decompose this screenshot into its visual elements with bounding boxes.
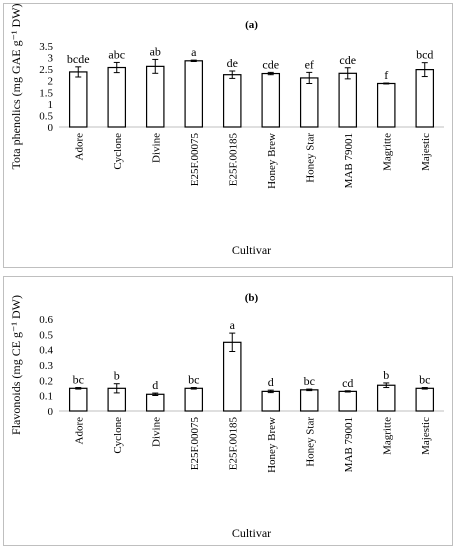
x-axis-title: Cultivar xyxy=(232,526,271,540)
significance-label: b xyxy=(383,368,389,382)
bar xyxy=(338,72,358,128)
bar xyxy=(68,387,88,412)
x-tick-label: E25F.00185 xyxy=(227,133,239,187)
x-tick-label: Divine xyxy=(150,417,162,447)
flavonoids-chart: (b) 0 0.1 0.2 0.3 0.4 0.5 0.6 bc Adore b Cyclone d Di… xyxy=(9,292,444,540)
significance-label: b xyxy=(114,369,120,383)
x-tick-label: Honey Brew xyxy=(266,417,278,473)
x-tick-label: Adore xyxy=(73,133,85,161)
y-axis-title: Flavonoids (mg CE g⁻¹ DW) xyxy=(9,295,23,435)
y-tick-label: 0.3 xyxy=(39,360,53,372)
x-tick-label: Magritte xyxy=(381,133,393,171)
significance-label: a xyxy=(191,45,197,59)
bar xyxy=(261,390,281,412)
significance-label: cd xyxy=(342,376,353,390)
x-tick-label: Cyclone xyxy=(112,133,124,170)
significance-label: cde xyxy=(339,53,356,67)
significance-label: bc xyxy=(188,373,199,387)
x-tick-label: Honey Star xyxy=(304,133,316,183)
phenolics-chart: (a)00.511.522.533.5bcdeAdoreabcCycloneab… xyxy=(9,3,444,257)
significance-label: a xyxy=(230,318,236,332)
bar xyxy=(299,77,319,128)
significance-label: bc xyxy=(73,373,84,387)
y-tick-label: 0.4 xyxy=(39,345,53,357)
significance-label: abc xyxy=(108,47,125,61)
y-tick-label: 1 xyxy=(48,99,54,111)
x-tick-label: Honey Brew xyxy=(266,133,278,189)
bar xyxy=(222,341,242,412)
y-axis-title: Tota phenolics (mg GAE g⁻¹ DW) xyxy=(9,3,23,169)
bar xyxy=(107,66,127,128)
bar xyxy=(145,65,165,128)
significance-label: cde xyxy=(262,57,279,71)
bar xyxy=(222,74,242,128)
x-tick-label: Adore xyxy=(73,417,85,445)
chart-panel-b: (b) 0 0.1 0.2 0.3 0.4 0.5 0.6 bc Adore b Cyclone d Di… xyxy=(3,276,453,546)
bar xyxy=(184,387,204,412)
y-tick-label: 0.1 xyxy=(39,391,53,403)
significance-label: bc xyxy=(419,373,430,387)
y-tick-label: 0.2 xyxy=(39,375,53,387)
panel-label: (b) xyxy=(245,292,259,304)
y-tick-label: 1.5 xyxy=(39,87,53,99)
bar xyxy=(376,82,396,128)
x-tick-label: E25F.00185 xyxy=(227,417,239,471)
bar xyxy=(415,387,435,412)
bar xyxy=(68,71,88,128)
chart-panel-a: (a) 0 0.5 1 1.5 2 2.5 3 3.5 bcde Adore abc Cyclone ab… xyxy=(3,3,453,268)
x-tick-label: Divine xyxy=(150,133,162,163)
y-tick-label: 0.5 xyxy=(39,110,53,122)
bar xyxy=(184,60,204,128)
panel-label: (a) xyxy=(245,19,258,31)
y-tick-label: 0.5 xyxy=(39,329,53,341)
bar xyxy=(299,389,319,412)
x-tick-label: Magritte xyxy=(381,417,393,455)
significance-label: bcd xyxy=(416,48,433,62)
significance-label: de xyxy=(227,56,238,70)
bar xyxy=(261,72,281,128)
x-tick-label: Honey Star xyxy=(304,417,316,467)
y-tick-label: 2.5 xyxy=(39,64,53,76)
significance-label: f xyxy=(384,68,388,82)
y-tick-label: 0.6 xyxy=(39,314,53,326)
significance-label: ab xyxy=(150,44,161,58)
bar xyxy=(145,393,165,412)
significance-label: bcde xyxy=(67,52,90,66)
y-tick-label: 3 xyxy=(48,53,54,65)
y-tick-label: 0 xyxy=(48,406,54,418)
x-tick-label: MAB 79001 xyxy=(343,133,355,188)
bar xyxy=(338,390,358,412)
x-tick-label: Majestic xyxy=(420,417,432,455)
significance-label: ef xyxy=(305,57,314,71)
x-tick-label: MAB 79001 xyxy=(343,417,355,472)
bar xyxy=(376,384,396,412)
x-axis-title: Cultivar xyxy=(232,243,271,257)
x-tick-label: E25F.00075 xyxy=(189,133,201,187)
x-tick-label: Cyclone xyxy=(112,417,124,454)
y-tick-label: 3.5 xyxy=(39,41,53,53)
x-tick-label: Majestic xyxy=(420,133,432,171)
significance-label: d xyxy=(268,375,274,389)
significance-label: d xyxy=(152,378,158,392)
y-tick-label: 0 xyxy=(48,122,54,134)
bar xyxy=(415,69,435,128)
y-tick-label: 2 xyxy=(48,76,54,88)
x-tick-label: E25F.00075 xyxy=(189,417,201,471)
significance-label: bc xyxy=(304,374,315,388)
